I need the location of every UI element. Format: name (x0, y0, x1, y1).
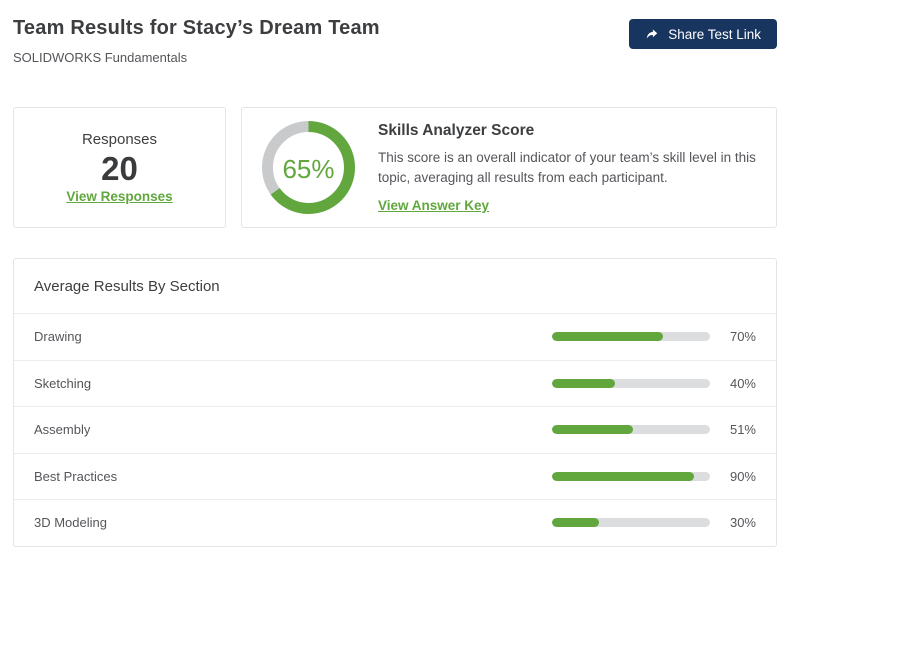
section-label: Best Practices (34, 468, 118, 484)
summary-cards: Responses 20 View Responses 65% Skills A… (13, 107, 777, 228)
section-bar-group: 40% (552, 376, 756, 391)
section-row: Drawing 70% (14, 313, 776, 360)
skills-score-card: 65% Skills Analyzer Score This score is … (241, 107, 777, 228)
progress-bar-track (552, 425, 710, 435)
section-label: Assembly (34, 422, 91, 438)
responses-count: 20 (101, 149, 138, 187)
responses-label: Responses (81, 130, 158, 148)
share-button-label: Share Test Link (668, 26, 761, 42)
section-percent-label: 70% (729, 329, 756, 345)
progress-bar-fill (552, 332, 663, 342)
section-percent-label: 90% (729, 468, 756, 484)
section-bar-group: 30% (552, 515, 756, 530)
progress-bar-track (552, 332, 710, 342)
section-row: Best Practices 90% (14, 452, 776, 500)
section-percent-label: 30% (729, 515, 756, 531)
sections-list: Drawing 70% Sketching 40% Assembly 51% Best Pr… (14, 313, 776, 546)
section-row: 3D Modeling 30% (14, 499, 776, 546)
team-results-page: Team Results for Stacy’s Dream Team SOLI… (13, 0, 777, 547)
average-results-panel: Average Results By Section Drawing 70% Ske… (13, 258, 777, 547)
score-donut-chart: 65% (261, 120, 356, 215)
section-row: Sketching 40% (14, 359, 776, 407)
section-bar-group: 51% (552, 422, 756, 437)
score-text-block: Skills Analyzer Score This score is an o… (378, 120, 756, 216)
responses-card: Responses 20 View Responses (13, 107, 226, 228)
share-arrow-icon (645, 27, 659, 41)
section-bar-group: 70% (552, 329, 756, 344)
section-label: Sketching (34, 375, 92, 391)
section-label: 3D Modeling (34, 515, 107, 531)
page-header: Team Results for Stacy’s Dream Team SOLI… (13, 17, 777, 65)
section-percent-label: 40% (729, 375, 756, 391)
progress-bar-fill (552, 518, 600, 528)
score-card-description: This score is an overall indicator of yo… (378, 149, 756, 185)
page-title: Team Results for Stacy’s Dream Team (13, 17, 380, 39)
donut-score-label: 65% (282, 154, 334, 184)
donut-score-arc (262, 121, 355, 214)
progress-bar-track (552, 378, 710, 388)
progress-bar-track (552, 471, 710, 481)
view-answer-key-link[interactable]: View Answer Key (378, 198, 490, 214)
section-row: Assembly 51% (14, 406, 776, 453)
progress-bar-fill (552, 471, 695, 481)
score-card-title: Skills Analyzer Score (378, 121, 535, 139)
average-results-title: Average Results By Section (34, 278, 220, 295)
progress-bar-fill (552, 425, 633, 435)
page-subtitle: SOLIDWORKS Fundamentals (13, 50, 188, 65)
share-test-link-button[interactable]: Share Test Link (629, 19, 777, 49)
section-label: Drawing (34, 329, 82, 345)
title-block: Team Results for Stacy’s Dream Team SOLI… (13, 17, 380, 65)
section-percent-label: 51% (729, 422, 756, 438)
progress-bar-track (552, 518, 710, 528)
view-responses-link[interactable]: View Responses (66, 189, 173, 205)
progress-bar-fill (552, 378, 616, 388)
section-bar-group: 90% (552, 469, 756, 484)
